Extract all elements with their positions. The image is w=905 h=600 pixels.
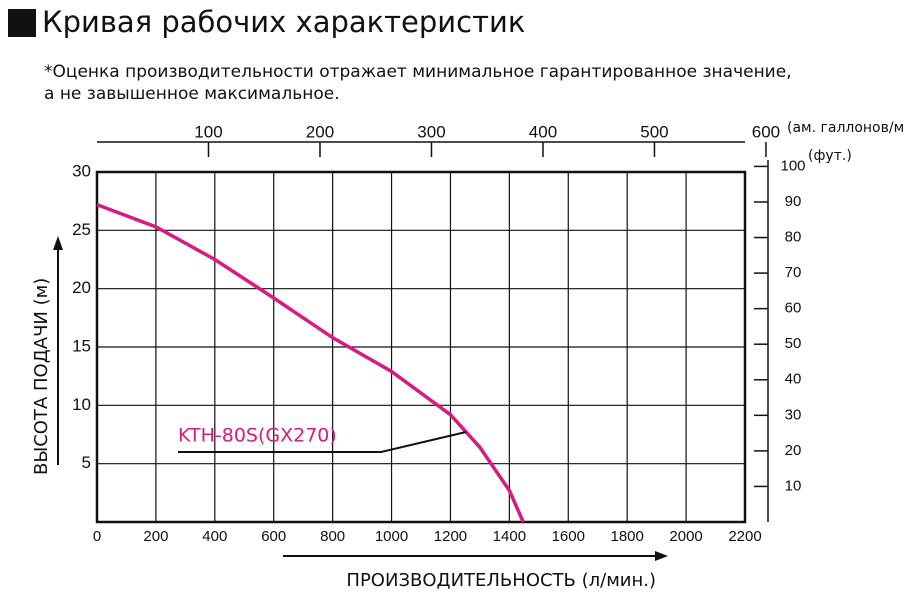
y-tick-label: 30: [72, 161, 91, 180]
y2-tick-label: 80: [785, 229, 802, 246]
y2-tick-label: 30: [785, 406, 802, 423]
y-tick-label: 15: [72, 336, 91, 355]
y2-tick-label: 70: [785, 264, 802, 281]
x2-tick-label: 500: [640, 122, 668, 141]
x-tick-label: 0: [93, 528, 101, 545]
x-tick-label: 1200: [434, 528, 467, 545]
x-tick-label: 600: [261, 528, 286, 545]
x-axis-label: ПРОИЗВОДИТЕЛЬНОСТЬ (л/мин.): [346, 570, 656, 591]
y2-tick-label: 10: [785, 477, 802, 494]
chart-title: Кривая рабочих характеристик: [42, 5, 525, 39]
y-tick-label: 10: [72, 395, 91, 414]
y-tick-label: 20: [72, 278, 91, 297]
x-tick-label: 400: [202, 528, 227, 545]
x-tick-label: 1600: [552, 528, 585, 545]
series-line: [96, 203, 525, 523]
x-tick-label: 2200: [728, 528, 761, 545]
y2-tick-label: 90: [785, 193, 802, 210]
y2-tick-label: 100: [780, 157, 805, 174]
x2-axis-label: (ам. галлонов/мин.): [787, 120, 905, 136]
x-tick-label: 800: [320, 528, 345, 545]
y-axis-label: ВЫСОТА ПОДАЧИ (м): [31, 278, 52, 475]
y-arrow-head: [53, 236, 63, 250]
series-label: KTH-80S(GX270): [178, 425, 337, 447]
plot-frame: [95, 170, 747, 524]
x2-tick-label: 100: [194, 122, 222, 141]
subtitle: *Оценка производительности отражает мини…: [44, 62, 792, 82]
x-tick-label: 1400: [493, 528, 526, 545]
x-tick-label: 200: [143, 528, 168, 545]
x-tick-label: 2000: [669, 528, 702, 545]
x2-tick-label: 300: [417, 122, 445, 141]
y2-tick-label: 50: [785, 335, 802, 352]
subtitle: а не завышенное максимальное.: [44, 84, 340, 104]
title-square: [8, 9, 36, 37]
y-tick-label: 5: [82, 453, 91, 472]
x-tick-label: 1800: [610, 528, 643, 545]
x-arrow-head: [655, 551, 668, 561]
x2-tick-label: 200: [306, 122, 334, 141]
x2-tick-label: 400: [529, 122, 557, 141]
leader-line: [178, 431, 467, 453]
x-tick-label: 1000: [375, 528, 408, 545]
y2-axis-label: (фут.): [808, 148, 852, 164]
y-tick-label: 25: [72, 220, 91, 239]
x2-tick-label: 600: [752, 122, 780, 141]
y2-tick-label: 40: [785, 371, 802, 388]
y2-tick-label: 20: [785, 442, 802, 459]
y2-tick-label: 60: [785, 300, 802, 317]
